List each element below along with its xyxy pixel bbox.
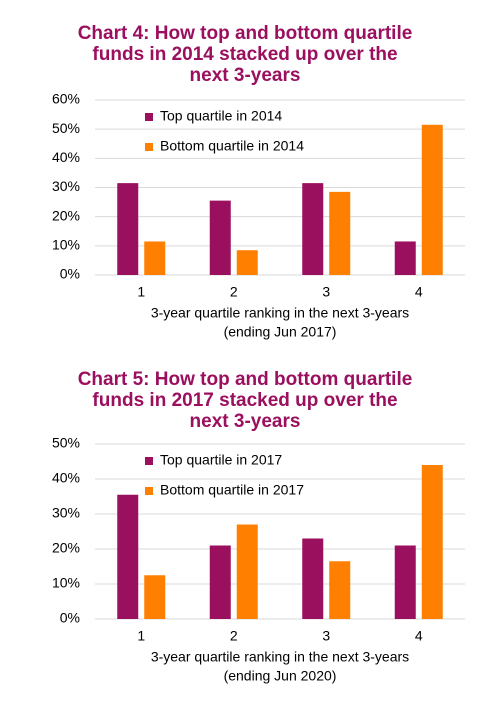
x-axis-label: (ending Jun 2020) bbox=[224, 668, 337, 684]
chart-title: funds in 2014 stacked up over the bbox=[92, 44, 397, 65]
bar bbox=[329, 191, 351, 275]
y-tick-label: 60% bbox=[52, 91, 80, 107]
x-axis-label: 3-year quartile ranking in the next 3-ye… bbox=[151, 305, 409, 321]
chart-title: Chart 4: How top and bottom quartile bbox=[78, 23, 413, 44]
y-tick-label: 50% bbox=[52, 120, 80, 136]
x-tick-label: 2 bbox=[230, 628, 238, 644]
bar bbox=[144, 241, 166, 275]
x-tick-label: 4 bbox=[415, 628, 423, 644]
y-tick-label: 30% bbox=[52, 505, 80, 521]
x-tick-label: 1 bbox=[137, 284, 145, 300]
y-tick-label: 20% bbox=[52, 540, 80, 556]
y-tick-label: 40% bbox=[52, 470, 80, 486]
x-tick-label: 1 bbox=[137, 628, 145, 644]
chart-title: funds in 2017 stacked up over the bbox=[92, 390, 397, 411]
bar bbox=[394, 241, 416, 275]
legend-label: Top quartile in 2014 bbox=[160, 108, 282, 124]
bar bbox=[302, 538, 324, 619]
legend-label: Bottom quartile in 2014 bbox=[160, 138, 304, 154]
x-tick-label: 2 bbox=[230, 284, 238, 300]
x-tick-label: 3 bbox=[322, 628, 330, 644]
chart-title: next 3-years bbox=[190, 65, 301, 86]
y-tick-label: 0% bbox=[60, 610, 80, 626]
legend-label: Top quartile in 2017 bbox=[160, 452, 282, 468]
bar bbox=[117, 494, 139, 619]
y-tick-label: 10% bbox=[52, 575, 80, 591]
bar bbox=[394, 545, 416, 619]
chart-title: Chart 5: How top and bottom quartile bbox=[78, 369, 413, 390]
y-tick-label: 30% bbox=[52, 178, 80, 194]
x-axis-label: (ending Jun 2017) bbox=[224, 324, 337, 340]
bar bbox=[236, 524, 258, 619]
bar bbox=[209, 545, 231, 619]
bar bbox=[302, 183, 324, 275]
legend-label: Bottom quartile in 2017 bbox=[160, 482, 304, 498]
bar bbox=[117, 183, 139, 275]
y-tick-label: 10% bbox=[52, 237, 80, 253]
y-tick-label: 20% bbox=[52, 207, 80, 223]
legend-swatch bbox=[145, 457, 153, 465]
y-tick-label: 40% bbox=[52, 149, 80, 165]
bar bbox=[209, 200, 231, 275]
y-tick-label: 0% bbox=[60, 266, 80, 282]
chart-title: next 3-years bbox=[190, 411, 301, 432]
bar bbox=[421, 465, 443, 619]
y-tick-label: 50% bbox=[52, 435, 80, 451]
bar bbox=[144, 575, 166, 619]
x-axis-label: 3-year quartile ranking in the next 3-ye… bbox=[151, 649, 409, 665]
legend-swatch bbox=[145, 143, 153, 151]
bar bbox=[329, 561, 351, 619]
bar bbox=[236, 250, 258, 275]
x-tick-label: 4 bbox=[415, 284, 423, 300]
bar bbox=[421, 124, 443, 276]
legend-swatch bbox=[145, 487, 153, 495]
legend-swatch bbox=[145, 113, 153, 121]
x-tick-label: 3 bbox=[322, 284, 330, 300]
